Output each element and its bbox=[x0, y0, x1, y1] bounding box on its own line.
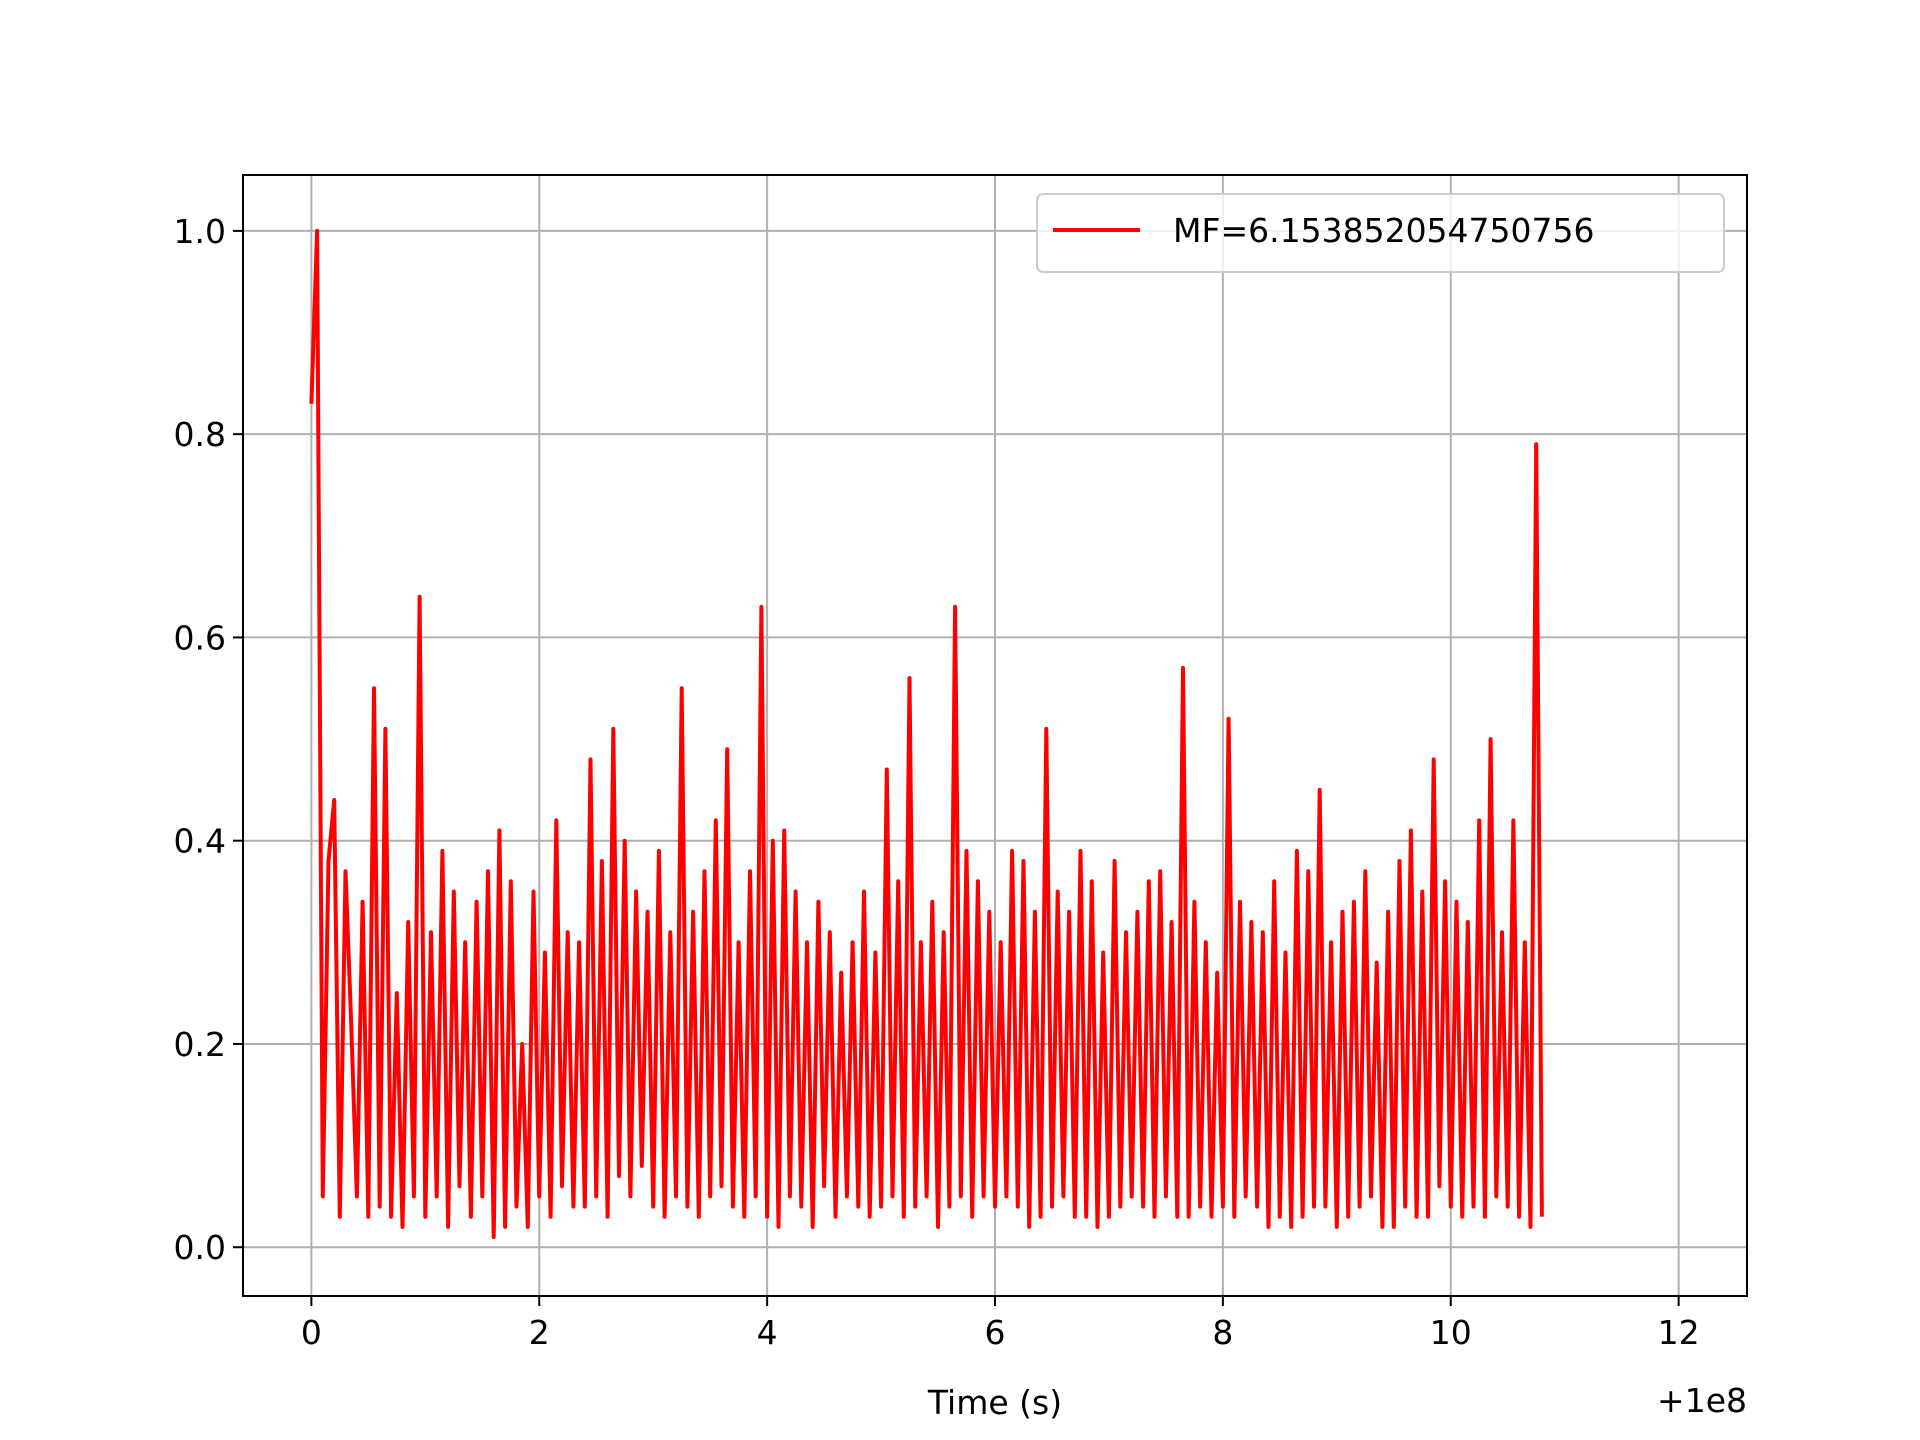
grid-lines bbox=[243, 175, 1747, 1296]
y-tick-label: 0.0 bbox=[174, 1228, 226, 1267]
series-line bbox=[309, 228, 1544, 1240]
x-tick-label: 2 bbox=[529, 1313, 550, 1352]
legend: MF=6.153852054750756 bbox=[1036, 193, 1725, 273]
x-tick-label: 0 bbox=[301, 1313, 322, 1352]
x-tick-label: 8 bbox=[1212, 1313, 1233, 1352]
x-tick-label: 10 bbox=[1430, 1313, 1472, 1352]
y-tick-label: 1.0 bbox=[174, 212, 226, 251]
legend-box bbox=[1036, 193, 1725, 273]
y-tick-label: 0.6 bbox=[174, 618, 226, 657]
legend-series-label: MF=6.153852054750756 bbox=[1173, 211, 1595, 250]
x-axis-offset-label: +1e8 bbox=[1657, 1381, 1747, 1420]
x-tick-label: 6 bbox=[985, 1313, 1006, 1352]
x-tick-label: 4 bbox=[757, 1313, 778, 1352]
axis-ticks: 0 2 4 6 8 10 12 0.0 0.2 0.4 0.6 0.8 1.0 bbox=[174, 212, 1700, 1352]
y-tick-label: 0.4 bbox=[174, 822, 226, 861]
x-axis-label: Time (s) bbox=[927, 1383, 1062, 1422]
series-layer bbox=[309, 228, 1544, 1240]
y-tick-label: 0.8 bbox=[174, 415, 226, 454]
x-tick-label: 12 bbox=[1658, 1313, 1700, 1352]
y-tick-label: 0.2 bbox=[174, 1025, 226, 1064]
